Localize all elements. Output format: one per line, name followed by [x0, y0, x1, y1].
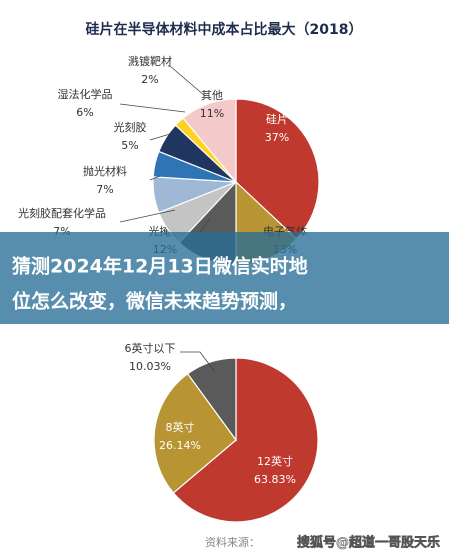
value-unit: % [214, 107, 224, 120]
watermark: 搜狐号@超道一哥股天乐 [297, 535, 440, 551]
value-unit: % [103, 183, 113, 196]
slice-value: 7% [53, 225, 70, 238]
value-unit: % [128, 139, 138, 152]
slice-label: 光刻胶配套化学品 [18, 206, 106, 220]
slice-label: 8英寸 [166, 420, 195, 434]
value-number: 63.83 [254, 473, 286, 486]
pie-slice [235, 98, 320, 240]
slice-label: 湿法化学品 [58, 87, 113, 101]
source-note: 资料来源： [205, 535, 260, 549]
slice-value: 7% [96, 183, 113, 196]
value-number: 5 [121, 139, 128, 152]
value-number: 11 [200, 107, 214, 120]
headline-banner [0, 232, 449, 324]
slice-value: 37% [265, 131, 289, 144]
pie-slice [182, 98, 237, 184]
slice-label: 其他 [201, 89, 223, 102]
slice-value: 26.14% [159, 439, 201, 452]
headline-line: 位怎么改变，微信未来趋势预测， [12, 290, 297, 313]
value-number: 2 [141, 73, 148, 86]
leader-lines [180, 351, 216, 373]
slice-value: 10.03% [129, 360, 171, 373]
slice-value: 63.83% [254, 473, 296, 486]
slice-label: 硅片 [266, 113, 288, 126]
slice-label: 溅镀靶材 [128, 54, 172, 68]
pie-slice [172, 357, 319, 523]
value-number: 26.14 [159, 439, 191, 452]
value-unit: % [191, 439, 201, 452]
value-number: 7 [53, 225, 60, 238]
slice-label: 光刻胶 [114, 120, 147, 134]
slice-label: 抛光材料 [83, 164, 127, 178]
slice-value: 6% [76, 106, 93, 119]
slice-value: 5% [121, 139, 138, 152]
pie-slice [153, 372, 237, 494]
pie-slice [186, 357, 237, 442]
value-number: 6 [76, 106, 83, 119]
slice-value: 11% [200, 107, 224, 120]
slice-value: 2% [141, 73, 158, 86]
value-unit: % [60, 225, 70, 238]
value-number: 37 [265, 131, 279, 144]
value-unit: % [279, 131, 289, 144]
value-unit: % [83, 106, 93, 119]
value-number: 7 [96, 183, 103, 196]
slice-label: 12英寸 [257, 454, 293, 468]
chart-title: 硅片在半导体材料中成本占比最大（2018） [86, 21, 363, 38]
headline-line: 猜测2024年12月13日微信实时地 [12, 255, 308, 278]
value-unit: % [148, 73, 158, 86]
slice-label: 6英寸以下 [125, 341, 176, 355]
value-unit: % [286, 473, 296, 486]
value-number: 10.03 [129, 360, 161, 373]
leader-lines [119, 65, 211, 233]
value-unit: % [161, 360, 171, 373]
